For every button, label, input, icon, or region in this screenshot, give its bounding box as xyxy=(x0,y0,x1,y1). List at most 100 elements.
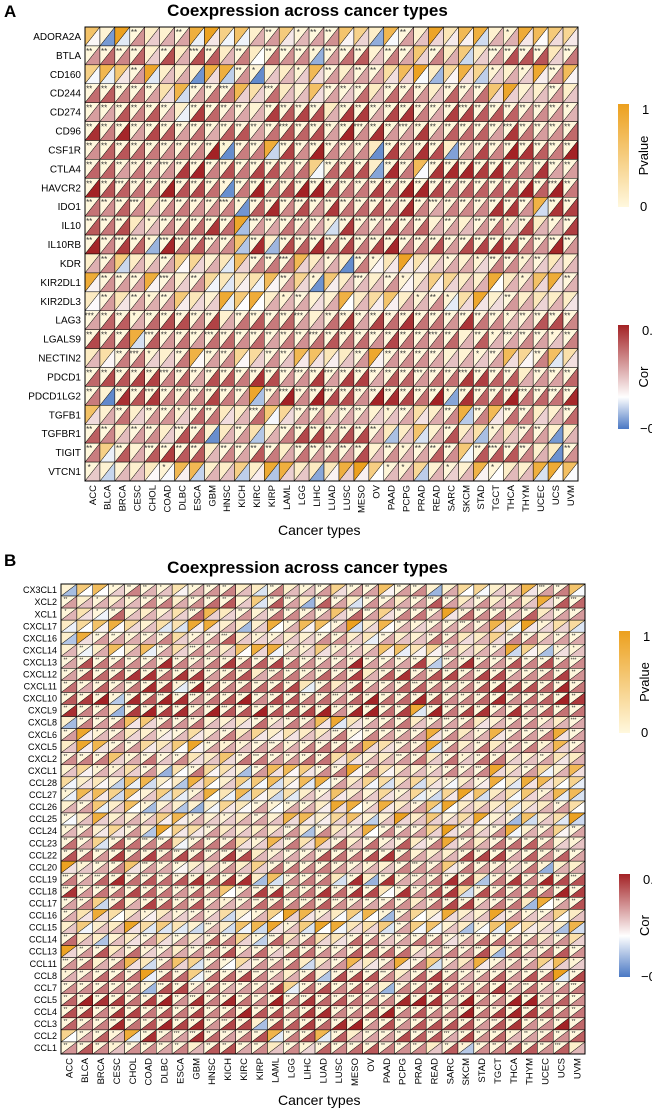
cell-significance-CXCL2-SKCM: * xyxy=(461,754,463,760)
cell-pvalue-PDCD1LG2-GBM xyxy=(204,386,220,407)
cell-significance-IL10RB-SARC: ** xyxy=(445,236,451,245)
cell-pvalue-PDCD1LG2-SARC xyxy=(443,386,460,407)
cell-pvalue-IL10RB-LIHC xyxy=(308,234,325,255)
x-tick-label-PAAD: PAAD xyxy=(387,485,398,510)
cell-significance-PDCD1-LGG: *** xyxy=(294,368,303,377)
cell-pvalue-KIR2DL1-LUAD xyxy=(323,272,340,293)
cell-significance-BTLA-KICH: ** xyxy=(235,47,241,56)
cell-significance-CCL20-TGCT: ** xyxy=(492,862,496,868)
cell-significance-CXCL6-SARC: ** xyxy=(445,730,449,736)
cell-significance-IL10RB-READ: ** xyxy=(430,236,436,245)
cell-pvalue-IDO1-THYM xyxy=(517,197,534,217)
cell-significance-KIR2DL3-CESC: ** xyxy=(131,293,137,302)
cell-significance-CD274-LAML: ** xyxy=(280,104,286,113)
cell-significance-CXCL9-READ: ** xyxy=(429,706,433,712)
cell-significance-CCL24-CHOL: ** xyxy=(127,826,131,832)
cell-pvalue-PDCD1-ESCA xyxy=(189,367,206,388)
cell-significance-TIGIT-LUAD: ** xyxy=(325,444,331,453)
cell-significance-CCL23-KIRP: * xyxy=(255,838,257,844)
cell-significance-IDO1-COAD: ** xyxy=(161,198,167,207)
cell-pvalue-LAG3-SARC xyxy=(443,310,460,331)
cell-pvalue-CXCL17-SARC xyxy=(441,619,459,633)
cell-pvalue-CSF1R-SARC xyxy=(443,140,460,161)
cell-pvalue-CXCL17-KIRC xyxy=(235,619,253,633)
cell-pvalue-IDO1-GBM xyxy=(204,197,220,217)
cell-significance-CCL8-BRCA: ** xyxy=(95,971,99,977)
cell-pvalue-CD244-LAML xyxy=(278,83,295,104)
x-tick-label-OV: OV xyxy=(372,484,383,498)
cell-significance-XCL2-LUSC: ** xyxy=(333,597,337,603)
cell-pvalue-HAVCR2-KICH xyxy=(234,178,250,198)
cell-significance-IL10-ACC: ** xyxy=(86,217,92,226)
cell-significance-CCL18-OV: ** xyxy=(365,886,369,892)
cell-significance-PDCD1-ESCA: ** xyxy=(191,368,197,377)
cell-significance-CCL23-CHOL: ** xyxy=(127,838,131,844)
cell-significance-CCL18-THCA: *** xyxy=(507,886,513,892)
cell-pvalue-VTCN1-LUSC xyxy=(338,461,355,482)
cell-significance-CCL19-DLBC: ** xyxy=(159,874,163,880)
cell-significance-LGALS9-PAAD: ** xyxy=(385,331,391,340)
cell-significance-TGFBR1-OV: ** xyxy=(370,425,376,434)
panel-label-a: A xyxy=(4,2,17,21)
x-tick-label-UCEC: UCEC xyxy=(536,485,547,512)
cell-significance-CCL26-BLCA: ** xyxy=(79,802,83,808)
cell-significance-CXCL11-SKCM: ** xyxy=(460,681,464,687)
cell-pvalue-KIR2DL1-THCA xyxy=(503,272,519,293)
cell-significance-CXCL6-LUSC: *** xyxy=(332,730,338,736)
cell-significance-XCL1-LGG: ** xyxy=(286,609,290,615)
cell-pvalue-KDR-GBM xyxy=(204,253,220,274)
cell-significance-CCL13-KIRP: ** xyxy=(254,947,258,953)
cell-significance-CCL13-UCS: ** xyxy=(556,947,560,953)
cell-significance-TGFBR1-UCEC: ** xyxy=(534,425,540,434)
cell-pvalue-CTLA4-GBM xyxy=(204,159,220,180)
cell-pvalue-IL10-CESC xyxy=(129,215,146,236)
cell-significance-CD96-READ: ** xyxy=(430,123,436,132)
cell-significance-TGFBR1-TGCT: * xyxy=(491,425,494,434)
cell-significance-CXCL10-STAD: ** xyxy=(476,694,480,700)
cell-pvalue-VTCN1-READ xyxy=(428,461,445,482)
cell-pvalue-HAVCR2-LGG xyxy=(293,178,310,198)
cell-significance-CTLA4-BLCA: ** xyxy=(101,160,107,169)
cell-pvalue-IL10-MESO xyxy=(353,215,370,236)
cell-significance-IL10-UCS: * xyxy=(551,217,554,226)
cell-significance-IL10-CHOL: * xyxy=(147,217,150,226)
cell-pvalue-CTLA4-PAAD xyxy=(383,159,400,180)
cell-significance-PDCD1LG2-SARC: * xyxy=(446,387,449,396)
cell-significance-TIGIT-ESCA: ** xyxy=(191,444,197,453)
cell-pvalue-IL10-PCPG xyxy=(398,215,415,236)
cell-pvalue-IDO1-READ xyxy=(428,197,445,217)
cell-pvalue-CSF1R-LIHC xyxy=(308,140,325,161)
cell-pvalue-KIR2DL1-BLCA xyxy=(99,272,116,293)
cell-pvalue-NECTIN2-PAAD xyxy=(383,348,400,369)
cell-significance-XCL2-GBM: ** xyxy=(191,597,195,603)
cell-significance-NECTIN2-PRAD: ** xyxy=(415,350,421,359)
cell-pvalue-PDCD1-COAD xyxy=(159,367,176,388)
cell-significance-CCL16-UCEC: ** xyxy=(540,910,544,916)
cell-pvalue-CD160-ESCA xyxy=(189,64,206,85)
cell-significance-CCL13-KIRC: * xyxy=(239,947,241,953)
cell-significance-CD96-LIHC: ** xyxy=(310,123,316,132)
cell-significance-CTLA4-PCPG: ** xyxy=(400,160,406,169)
cell-significance-CXCL14-MESO: * xyxy=(350,645,352,651)
cell-significance-CCL8-LIHC: ** xyxy=(302,971,306,977)
cell-pvalue-BTLA-CHOL xyxy=(144,45,161,66)
cell-significance-CXCL13-PAAD: ** xyxy=(381,657,385,663)
cell-significance-CCL13-CHOL: ** xyxy=(127,947,131,953)
cell-significance-CCL13-PAAD: ** xyxy=(381,947,385,953)
cell-pvalue-CD274-HNSC xyxy=(219,102,235,123)
cell-pvalue-VTCN1-LAML xyxy=(278,461,295,482)
cell-pvalue-LGALS9-BLCA xyxy=(99,329,116,350)
cell-significance-CXCL11-THCA: ** xyxy=(508,681,512,687)
cell-pvalue-CD160-PAAD xyxy=(383,64,400,85)
y-tick-label-LAG3: LAG3 xyxy=(55,316,81,327)
cell-significance-CCL17-DLBC: ** xyxy=(159,898,163,904)
cell-significance-CXCL1-READ: * xyxy=(430,766,432,772)
cell-significance-IL10RB-COAD: *** xyxy=(159,236,168,245)
cell-pvalue-LGALS9-LUSC xyxy=(338,329,355,350)
cell-significance-CD274-OV: ** xyxy=(370,104,376,113)
cell-pvalue-KIR2DL3-KICH xyxy=(234,291,250,312)
cell-significance-CCL18-PRAD: ** xyxy=(413,886,417,892)
cell-pvalue-KIR2DL1-THYM xyxy=(517,272,534,293)
cell-significance-CXCL12-CESC: ** xyxy=(111,669,115,675)
cell-pvalue-IL10-STAD xyxy=(473,215,489,236)
